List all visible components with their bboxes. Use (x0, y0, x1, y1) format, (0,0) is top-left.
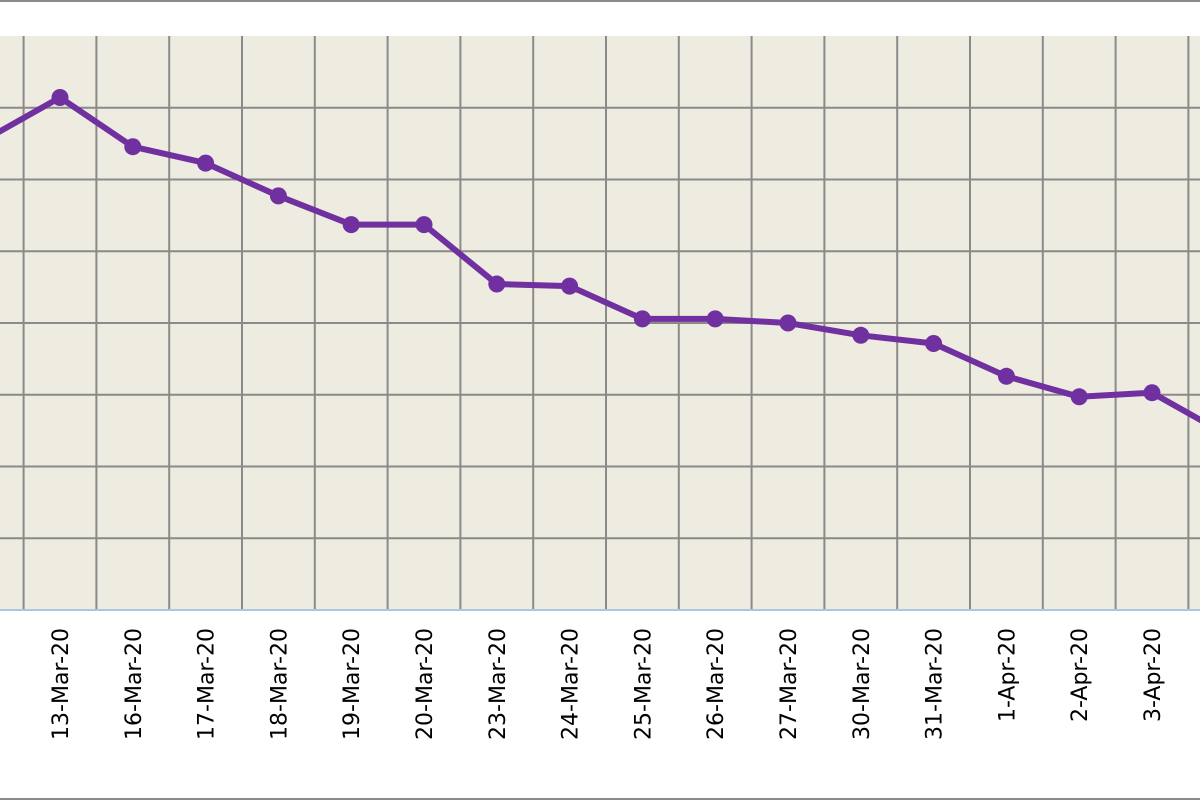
x-tick-label: 24-Mar-20 (559, 628, 584, 740)
x-tick-label: 20-Mar-20 (413, 628, 438, 740)
data-point (342, 216, 360, 234)
x-tick-label: 3-Apr-20 (1141, 628, 1166, 722)
x-tick-label: 13-Mar-20 (49, 628, 74, 740)
data-point (1143, 384, 1161, 402)
grid (0, 36, 1200, 610)
data-point (415, 216, 433, 234)
data-point (852, 326, 870, 344)
data-point (51, 89, 69, 106)
data-point (124, 138, 142, 156)
x-tick-label: 26-Mar-20 (704, 628, 729, 740)
series-line-path (0, 94, 1200, 424)
data-point (997, 367, 1015, 385)
data-point (488, 275, 506, 293)
x-axis-tick-labels: 12-Mar-20 13-Mar-20 16-Mar-20 17-Mar-20 18-M… (0, 628, 1166, 740)
x-tick-label: 27-Mar-20 (777, 628, 802, 740)
x-tick-label: 23-Mar-20 (486, 628, 511, 740)
data-point (779, 314, 797, 332)
x-tick-label: 31-Mar-20 (923, 628, 948, 740)
x-tick-label: 1-Apr-20 (995, 628, 1020, 722)
data-point (269, 187, 287, 205)
data-point (197, 154, 215, 172)
data-point (561, 277, 579, 295)
x-tick-label: 17-Mar-20 (195, 628, 220, 740)
data-point (925, 335, 943, 352)
x-tick-label: 12-Mar-20 (0, 628, 1, 740)
data-point (1070, 388, 1088, 406)
data-point (706, 310, 724, 328)
x-tick-label: 16-Mar-20 (122, 628, 147, 740)
data-point (633, 310, 651, 328)
x-tick-label: 25-Mar-20 (631, 628, 656, 740)
x-tick-label: 18-Mar-20 (267, 628, 292, 740)
series-line (0, 89, 1200, 424)
x-tick-label: 2-Apr-20 (1068, 628, 1093, 722)
x-tick-label: 19-Mar-20 (340, 628, 365, 740)
x-tick-label: 30-Mar-20 (850, 628, 875, 740)
